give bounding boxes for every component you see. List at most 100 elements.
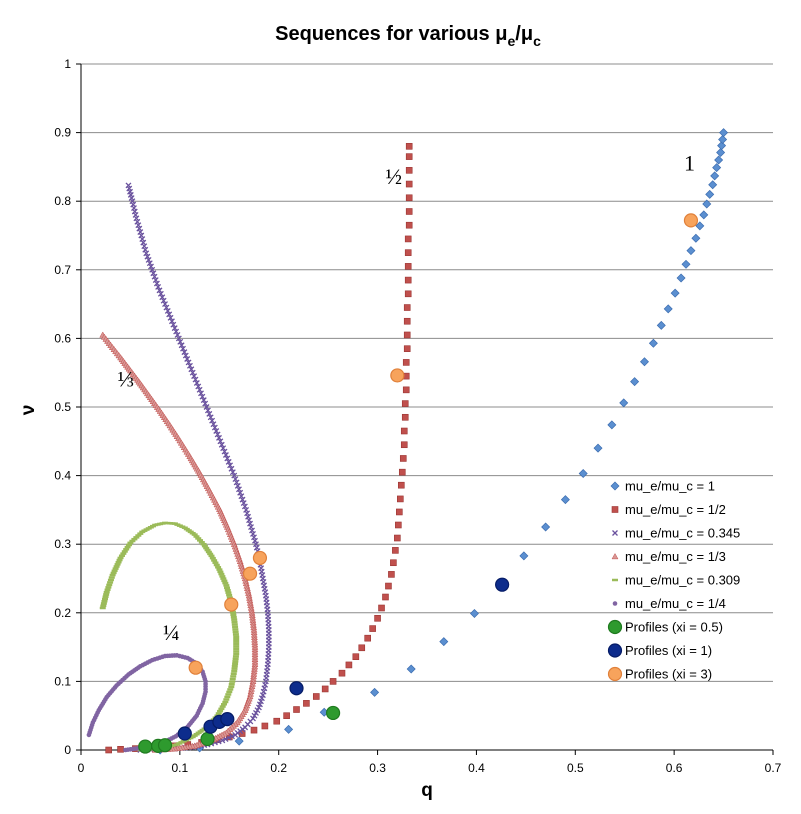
chart-title-mu-e: μ [495, 23, 507, 45]
data-point [712, 163, 722, 173]
x-tick-label: 0.4 [468, 761, 485, 775]
data-point [607, 420, 617, 430]
data-point [405, 153, 413, 160]
data-point [691, 233, 701, 243]
data-point [218, 441, 225, 448]
axes: 0 0.1 0.2 0.3 0.4 0.5 0.6 0.7 0.8 0.9 1 0 0.1 0.2 0.3 0… [54, 57, 781, 775]
data-point [182, 352, 189, 359]
data-point [676, 273, 686, 283]
data-point [402, 359, 410, 366]
data-point [233, 479, 240, 486]
annotation-label: ½ [385, 164, 402, 189]
data-point [224, 455, 231, 462]
data-point [329, 678, 337, 685]
data-point [160, 297, 167, 304]
data-point [171, 325, 178, 332]
legend-label: mu_e/mu_c = 0.309 [625, 573, 740, 588]
x-tick-label: 0.7 [765, 761, 782, 775]
series-0 [155, 128, 729, 755]
data-point [123, 747, 128, 753]
data-point [229, 469, 236, 476]
data-point [180, 345, 186, 352]
data-point [390, 368, 405, 383]
series-7 [177, 577, 510, 741]
legend-marker [612, 530, 618, 536]
legend-marker [607, 666, 623, 682]
data-point [716, 147, 726, 157]
data-point [200, 397, 207, 404]
data-point [385, 582, 392, 590]
y-tick-label: 0.6 [54, 331, 71, 345]
series-3 [99, 331, 259, 753]
legend-label: mu_e/mu_c = 1/4 [625, 596, 726, 611]
data-point [261, 722, 269, 730]
data-point [312, 693, 320, 700]
chart-title-slash: / [515, 23, 521, 45]
x-tick-label: 0.5 [567, 761, 584, 775]
data-point [630, 377, 640, 387]
gridlines [81, 63, 773, 682]
data-point [403, 304, 411, 311]
y-axis-label: ν [18, 405, 39, 416]
data-point [714, 155, 724, 165]
data-point [293, 706, 300, 713]
annotation-label: ¼ [163, 620, 180, 645]
data-point [578, 469, 588, 479]
chart-title-sub-c: c [533, 33, 541, 49]
data-point [175, 335, 182, 342]
data-point [369, 625, 376, 632]
data-point [150, 270, 157, 277]
data-point [439, 637, 449, 647]
data-point [105, 746, 112, 754]
y-tick-label: 0 [64, 743, 71, 757]
data-point [234, 482, 241, 489]
data-point [718, 134, 728, 144]
data-point [541, 522, 551, 532]
data-point [237, 489, 244, 496]
data-point [189, 369, 196, 376]
data-point [185, 359, 192, 366]
data-point [400, 441, 408, 449]
data-point [163, 304, 170, 311]
data-point [338, 669, 346, 677]
data-point [221, 448, 228, 455]
data-point [717, 141, 727, 151]
data-point [191, 373, 198, 380]
legend-label: mu_e/mu_c = 1 [625, 479, 715, 494]
data-point [159, 294, 166, 301]
data-point [143, 250, 150, 257]
data-point [203, 404, 210, 410]
data-point [593, 443, 603, 453]
data-point [405, 194, 413, 202]
legend-label: Profiles (xi = 0.5) [625, 620, 723, 635]
data-point [399, 455, 407, 462]
data-point [220, 445, 227, 452]
data-point [209, 417, 216, 424]
data-point [370, 687, 380, 697]
data-point [192, 376, 199, 383]
data-point [710, 171, 720, 181]
data-point [232, 476, 239, 482]
data-point [394, 534, 401, 542]
data-point [177, 338, 184, 345]
data-point [188, 366, 195, 373]
data-point [238, 493, 245, 500]
data-point [404, 290, 412, 298]
data-point [151, 273, 158, 280]
data-point [211, 424, 218, 431]
data-point [196, 386, 203, 393]
y-tick-label: 0.7 [54, 263, 71, 277]
data-point [404, 276, 412, 284]
data-point [374, 614, 381, 622]
data-point [405, 221, 413, 229]
legend-marker [610, 481, 620, 491]
data-point [166, 311, 173, 318]
data-point [695, 221, 705, 231]
data-point [401, 400, 409, 407]
legend-marker [607, 619, 623, 635]
data-point [325, 705, 341, 721]
legend-label: Profiles (xi = 1) [625, 643, 712, 658]
annotation-label: 1 [684, 150, 695, 175]
data-point [364, 634, 371, 642]
data-point [405, 167, 413, 174]
